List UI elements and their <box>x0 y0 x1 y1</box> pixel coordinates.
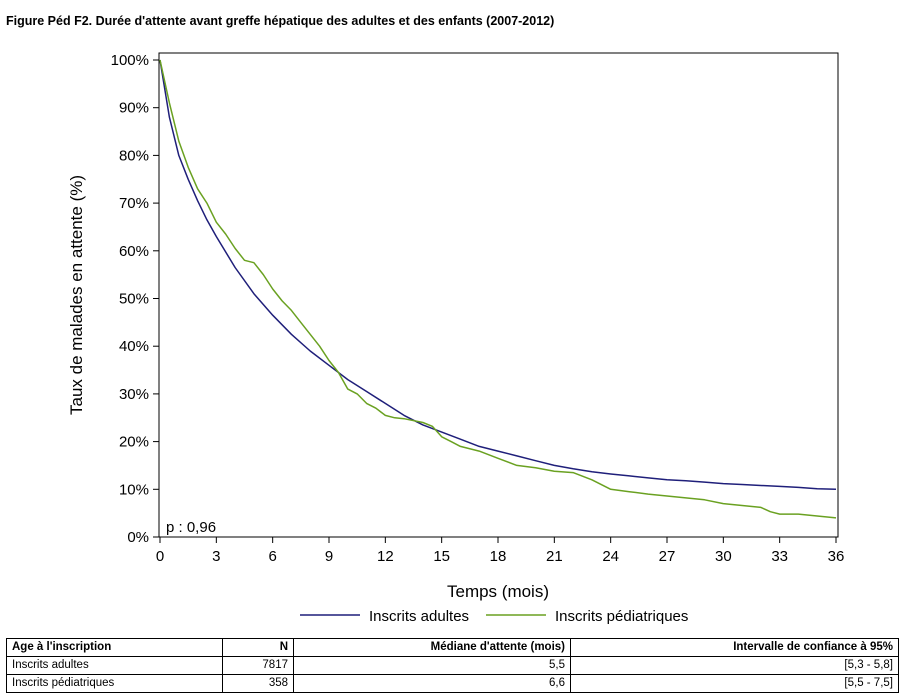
x-tick-label: 18 <box>490 548 507 565</box>
x-tick-label: 30 <box>715 548 732 565</box>
y-tick-label: 50% <box>119 291 149 308</box>
cell-n: 7817 <box>222 656 294 675</box>
y-tick-label: 100% <box>111 52 149 69</box>
cell-median: 5,5 <box>293 656 571 675</box>
survival-chart: 0 3 6 9 12 15 18 21 24 27 30 33 360%10%20%30%40%50%6… <box>67 52 845 625</box>
x-tick-label: 3 <box>212 548 220 565</box>
x-tick-label: 15 <box>433 548 450 565</box>
y-axis-title: Taux de malades en attente (%) <box>67 175 86 415</box>
x-tick-label: 6 <box>268 548 276 565</box>
table-row: Inscrits pédiatriques 358 6,6 [5,5 - 7,5… <box>6 674 899 693</box>
y-tick-label: 10% <box>119 481 149 498</box>
x-tick-label: 0 <box>156 548 164 565</box>
series-layer <box>159 59 837 519</box>
y-tick-label: 30% <box>119 386 149 403</box>
y-tick-label: 90% <box>119 100 149 117</box>
series-line-1 <box>159 59 837 491</box>
x-tick-label: 36 <box>828 548 845 565</box>
cell-n: 358 <box>222 674 294 693</box>
y-tick-label: 20% <box>119 434 149 451</box>
table-header-row: Age à l'inscription N Médiane d'attente … <box>6 638 899 657</box>
y-tick-label: 80% <box>119 147 149 164</box>
header-median: Médiane d'attente (mois) <box>293 638 571 657</box>
y-tick-label: 40% <box>119 338 149 355</box>
x-tick-label: 24 <box>602 548 619 565</box>
header-ci: Intervalle de confiance à 95% <box>570 638 899 657</box>
median-wait-table: Age à l'inscription N Médiane d'attente … <box>6 638 899 693</box>
x-tick-label: 33 <box>771 548 788 565</box>
x-axis-title: Temps (mois) <box>447 582 549 601</box>
y-tick-label: 60% <box>119 243 149 260</box>
cell-age: Inscrits adultes <box>6 656 223 675</box>
x-tick-label: 9 <box>325 548 333 565</box>
plot-area-frame <box>158 52 839 538</box>
y-tick-label: 0% <box>127 529 149 546</box>
y-tick-label: 70% <box>119 195 149 212</box>
cell-median: 6,6 <box>293 674 571 693</box>
series-line-2 <box>159 59 837 519</box>
cell-age: Inscrits pédiatriques <box>6 674 223 693</box>
figure-title: Figure Péd F2. Durée d'attente avant gre… <box>6 14 555 28</box>
legend-label-2: Inscrits pédiatriques <box>555 608 688 625</box>
p-value-annotation: p : 0,96 <box>166 519 216 536</box>
header-n: N <box>222 638 294 657</box>
header-age: Age à l'inscription <box>6 638 223 657</box>
cell-ci: [5,5 - 7,5] <box>570 674 899 693</box>
x-tick-label: 12 <box>377 548 394 565</box>
x-tick-label: 27 <box>659 548 676 565</box>
x-tick-label: 21 <box>546 548 563 565</box>
cell-ci: [5,3 - 5,8] <box>570 656 899 675</box>
chart-legend: Inscrits adultes Inscrits pédiatriques <box>300 608 688 625</box>
legend-label-1: Inscrits adultes <box>369 608 469 625</box>
table-row: Inscrits adultes 7817 5,5 [5,3 - 5,8] <box>6 656 899 675</box>
axis-ticks: 0 3 6 9 12 15 18 21 24 27 30 33 360%10%20%30%40%50%6… <box>111 52 845 565</box>
